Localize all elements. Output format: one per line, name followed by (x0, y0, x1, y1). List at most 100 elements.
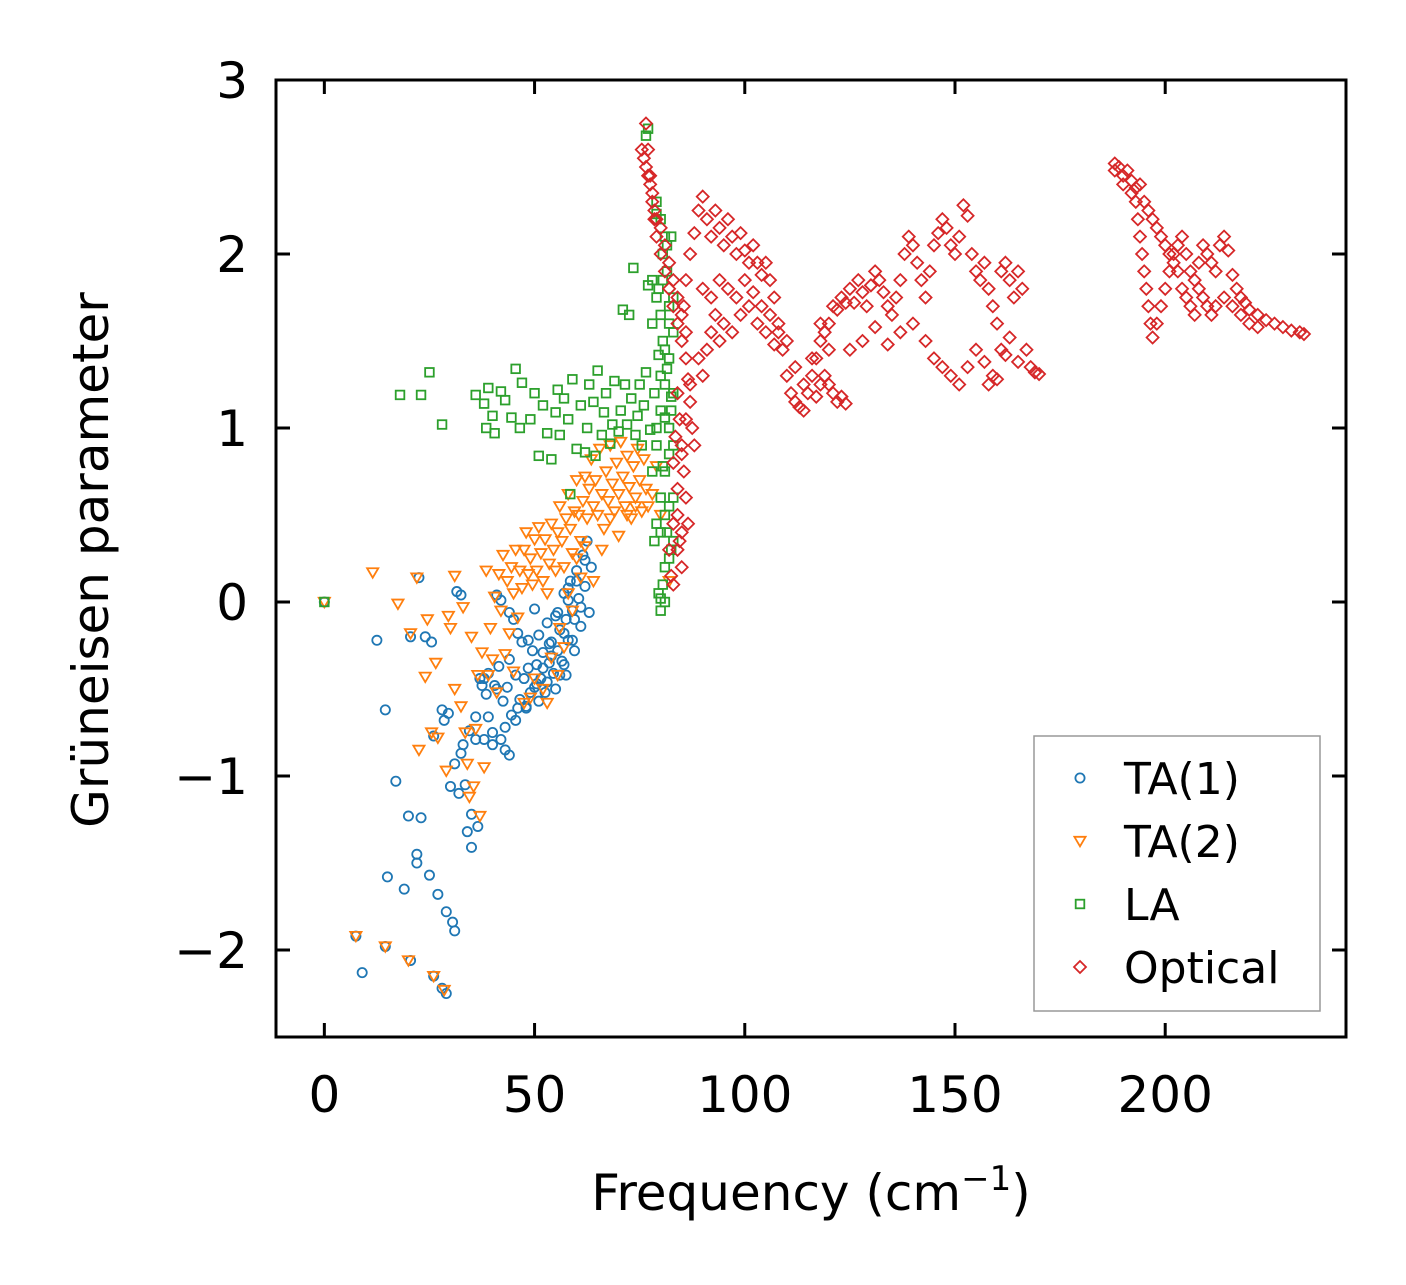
data-point (516, 544, 532, 557)
data-point (657, 335, 668, 347)
data-point (546, 544, 561, 557)
data-point (441, 610, 456, 624)
data-point (670, 481, 685, 497)
data-point (371, 634, 383, 646)
data-point (495, 386, 507, 397)
plot-frame (274, 78, 1348, 1039)
data-point (462, 791, 477, 804)
data-point (712, 272, 727, 288)
data-point (977, 354, 992, 370)
data-point (573, 572, 588, 585)
data-point (556, 562, 572, 575)
data-point (930, 225, 946, 241)
data-point (1157, 238, 1173, 253)
data-point (586, 576, 601, 589)
data-point (607, 419, 618, 430)
data-point (655, 370, 666, 382)
data-point (540, 588, 555, 601)
data-point (516, 697, 532, 711)
data-point (430, 732, 446, 745)
data-point (968, 264, 984, 279)
data-point (680, 372, 696, 387)
data-point (588, 396, 599, 408)
data-point (758, 325, 774, 340)
data-point (561, 588, 576, 601)
data-point (813, 377, 828, 392)
data-point (821, 316, 837, 331)
data-point (470, 711, 482, 723)
data-point (609, 375, 620, 387)
x-tick-label: 100 (697, 1066, 792, 1124)
data-point (565, 488, 576, 500)
data-point (647, 274, 658, 286)
data-point (842, 281, 858, 297)
data-point (699, 342, 715, 357)
data-point (506, 666, 521, 679)
data-point (544, 652, 559, 665)
data-point (447, 683, 462, 697)
data-point (562, 582, 574, 594)
data-point (1134, 246, 1150, 262)
data-point (461, 826, 473, 838)
data-point (1115, 168, 1131, 183)
data-point (737, 272, 753, 288)
data-point (1208, 264, 1223, 279)
data-point (594, 544, 610, 557)
data-point (663, 353, 675, 364)
x-tick-label: 150 (907, 1066, 1002, 1124)
data-point (632, 410, 643, 422)
data-point (636, 440, 647, 451)
data-point (672, 412, 687, 427)
data-point (638, 400, 650, 411)
data-point (956, 198, 971, 213)
data-point (678, 325, 694, 340)
data-point (651, 440, 662, 451)
data-point (1199, 246, 1215, 262)
data-point (503, 606, 515, 618)
data-point (1141, 203, 1156, 218)
data-point (539, 686, 551, 698)
data-point (401, 955, 416, 968)
y-tick-label: 3 (216, 52, 248, 110)
data-point (1128, 194, 1144, 210)
data-point (533, 629, 545, 641)
data-point (546, 454, 557, 465)
data-point (855, 285, 870, 300)
data-point (695, 368, 711, 384)
data-point (1115, 177, 1131, 192)
data-point (621, 419, 633, 430)
data-point (617, 501, 633, 514)
data-point (951, 377, 967, 392)
data-point (750, 316, 765, 331)
data-point (1225, 298, 1240, 314)
data-point (674, 446, 689, 462)
data-point (563, 523, 578, 537)
data-point (676, 464, 692, 479)
data-point (733, 225, 748, 241)
y-axis-label: Grüneisen parameter (62, 292, 120, 828)
data-point (544, 518, 559, 531)
data-point (460, 758, 475, 771)
data-point (619, 450, 635, 463)
data-point (771, 316, 786, 331)
data-point (657, 238, 673, 253)
data-point (1296, 326, 1312, 342)
data-point (1174, 229, 1190, 244)
data-point (609, 457, 624, 470)
data-point (514, 582, 530, 596)
data-point (547, 667, 559, 679)
points-layer (317, 116, 1312, 1000)
data-point (724, 325, 740, 340)
data-point (527, 534, 542, 547)
data-point (533, 548, 549, 561)
data-point (510, 714, 522, 726)
data-point (447, 570, 462, 583)
data-point (550, 669, 565, 683)
data-point (659, 344, 671, 355)
data-point (575, 400, 587, 411)
data-point (1153, 298, 1169, 314)
data-point (1139, 281, 1154, 297)
data-point (468, 723, 483, 737)
data-point (594, 489, 610, 502)
data-point (613, 426, 624, 437)
